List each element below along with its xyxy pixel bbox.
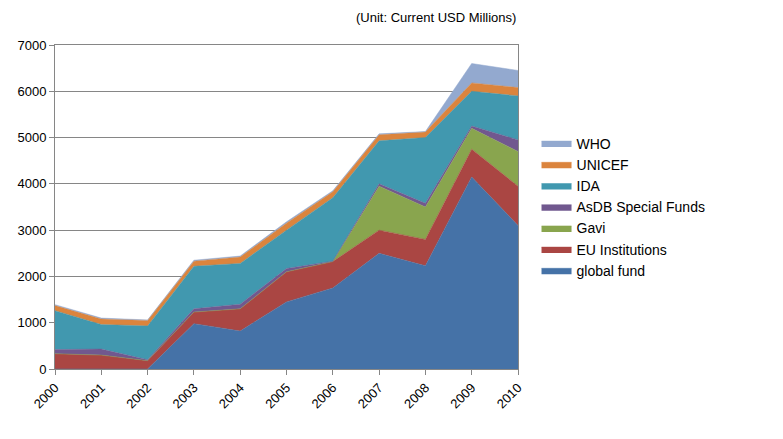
svg-text:5000: 5000 xyxy=(17,130,46,145)
svg-text:3000: 3000 xyxy=(17,223,46,238)
svg-text:2009: 2009 xyxy=(447,380,478,411)
svg-text:WHO: WHO xyxy=(577,136,611,152)
svg-text:EU Institutions: EU Institutions xyxy=(577,242,667,258)
svg-text:6000: 6000 xyxy=(17,84,46,99)
svg-text:(Unit: Current USD Millions): (Unit: Current USD Millions) xyxy=(356,10,516,25)
svg-text:Gavi: Gavi xyxy=(577,220,606,236)
svg-text:2004: 2004 xyxy=(216,380,247,411)
svg-text:2002: 2002 xyxy=(123,380,154,411)
svg-text:2008: 2008 xyxy=(401,380,432,411)
svg-text:4000: 4000 xyxy=(17,176,46,191)
svg-text:2010: 2010 xyxy=(494,380,525,411)
svg-text:2006: 2006 xyxy=(308,380,339,411)
svg-text:2007: 2007 xyxy=(355,380,386,411)
svg-text:global fund: global fund xyxy=(577,263,646,279)
svg-text:2000: 2000 xyxy=(31,380,62,411)
svg-text:2003: 2003 xyxy=(170,380,201,411)
svg-text:AsDB Special Funds: AsDB Special Funds xyxy=(577,199,705,215)
svg-text:0: 0 xyxy=(39,362,46,377)
svg-text:7000: 7000 xyxy=(17,38,46,53)
svg-text:1000: 1000 xyxy=(17,315,46,330)
svg-text:2005: 2005 xyxy=(262,380,293,411)
svg-text:UNICEF: UNICEF xyxy=(577,157,629,173)
svg-text:2001: 2001 xyxy=(77,380,108,411)
svg-text:2000: 2000 xyxy=(17,269,46,284)
svg-text:IDA: IDA xyxy=(577,178,601,194)
